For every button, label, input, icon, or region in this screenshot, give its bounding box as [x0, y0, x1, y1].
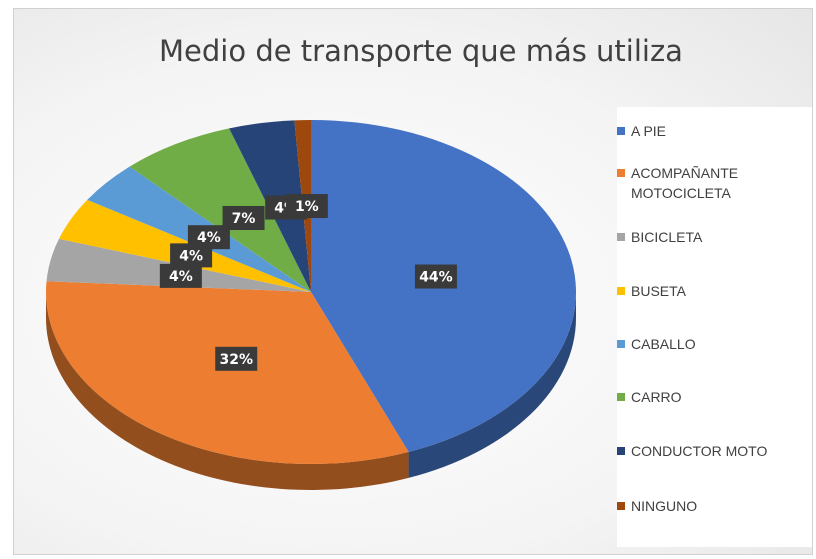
legend-swatch: [617, 393, 625, 401]
legend-item: CABALLO: [617, 334, 807, 354]
chart-title: Medio de transporte que más utiliza: [159, 34, 683, 68]
pie-tops: [45, 120, 576, 464]
data-label-text: 44%: [419, 270, 453, 286]
legend-swatch: [617, 127, 625, 135]
legend-swatch: [617, 502, 625, 510]
legend-label: NINGUNO: [631, 498, 698, 514]
data-label: 44%: [414, 264, 457, 289]
legend-item: CONDUCTOR MOTO: [617, 441, 807, 461]
data-label-text: 32%: [219, 352, 253, 368]
data-label: 32%: [215, 346, 258, 371]
pie-sides: [46, 292, 576, 490]
data-label: 1%: [285, 194, 328, 219]
data-label-box: [222, 205, 265, 230]
legend: A PIE ACOMPAÑANTE MOTOCICLETA BICICLETA BUS…: [617, 107, 812, 547]
pie-slice-side: [46, 292, 409, 490]
legend-swatch: [617, 340, 625, 348]
data-label: 7%: [222, 205, 265, 230]
chart-svg: Medio de transporte que más utiliza 44% 3…: [45, 34, 683, 490]
data-label-box: [414, 264, 457, 289]
legend-label: CONDUCTOR MOTO: [631, 443, 768, 459]
legend-item: A PIE: [617, 121, 807, 141]
data-label-box: [159, 263, 202, 288]
pie-slice: [129, 128, 311, 292]
legend-label: BICICLETA: [631, 229, 703, 245]
data-label-text: 4%: [169, 269, 193, 285]
legend-label: BUSETA: [631, 283, 686, 299]
data-label-box: [285, 194, 328, 219]
legend-item: ACOMPAÑANTE MOTOCICLETA: [617, 163, 807, 203]
data-label-text: 4%: [179, 248, 203, 264]
data-label-text: 4%: [197, 230, 221, 246]
legend-item: CARRO: [617, 387, 807, 407]
legend-item: BUSETA: [617, 281, 807, 301]
legend-swatch: [617, 287, 625, 295]
legend-label: ACOMPAÑANTE MOTOCICLETA: [631, 165, 739, 201]
data-label-text: 1%: [295, 199, 319, 215]
data-labels: 44%32%4%4%4%7%4%1%: [159, 194, 457, 371]
legend-swatch: [617, 169, 625, 177]
pie-slice: [45, 281, 409, 464]
data-label-text: 7%: [232, 211, 256, 227]
legend-item: BICICLETA: [617, 227, 807, 247]
chart: Medio de transporte que más utiliza 44% 3…: [13, 8, 813, 555]
legend-swatch: [617, 447, 625, 455]
pie-slice-side: [408, 292, 576, 478]
legend-label: CARRO: [631, 389, 682, 405]
legend-label: CABALLO: [631, 336, 696, 352]
data-label-box: [215, 346, 258, 371]
data-label: 4%: [159, 263, 202, 288]
legend-item: NINGUNO: [617, 496, 807, 516]
legend-swatch: [617, 233, 625, 241]
legend-label: A PIE: [631, 123, 667, 139]
